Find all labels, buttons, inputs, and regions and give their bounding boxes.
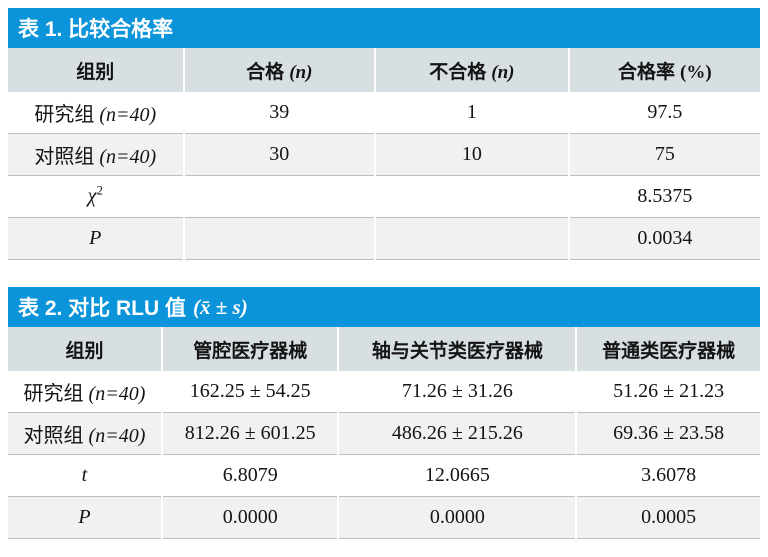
row-label-paren: (n=40)	[88, 425, 146, 447]
table2-title-bar: 表 2. 对比 RLU 值 (x̄ ± s)	[8, 287, 760, 327]
cell: 1	[376, 92, 568, 134]
table2-row-study-group: 研究组 (n=40) 162.25 ± 54.25 71.26 ± 31.26 5…	[8, 371, 760, 413]
table1-row-control-group: 对照组 (n=40) 30 10 75	[8, 134, 760, 176]
table2-title: 表 2. 对比 RLU 值	[18, 297, 187, 320]
row-label-paren: (n=40)	[88, 383, 146, 405]
header-label: 组别	[76, 61, 115, 83]
table1-header-row: 组别 合格 (n) 不合格 (n) 合格率 (%)	[8, 48, 760, 92]
table1-title: 表 1. 比较合格率	[18, 18, 174, 41]
cell: 30	[184, 134, 375, 176]
cell: 71.26 ± 31.26	[339, 371, 576, 413]
chi-exponent: 2	[96, 182, 103, 198]
table2: 组别 管腔医疗器械 轴与关节类医疗器械 普通类医疗器械 研究组 (n=40) 16…	[6, 327, 762, 539]
table2-row-control-group: 对照组 (n=40) 812.26 ± 601.25 486.26 ± 215.2…	[8, 413, 760, 455]
stat-label: P	[8, 218, 183, 260]
table1: 组别 合格 (n) 不合格 (n) 合格率 (%) 研究组 (n=40) 39 1 97…	[6, 48, 762, 260]
cell: 0.0000	[339, 497, 576, 539]
table2-col-header-general: 普通类医疗器械	[577, 327, 760, 371]
stat-label: χ2	[8, 176, 183, 218]
p-symbol: P	[78, 506, 91, 528]
cell: 8.5375	[569, 176, 760, 218]
header-paren: (n)	[289, 61, 313, 83]
cell: 97.5	[569, 92, 760, 134]
header-label: 普通类医疗器械	[602, 340, 736, 362]
table2-row-t-value: t 6.8079 12.0665 3.6078	[8, 455, 760, 497]
cell: 51.26 ± 21.23	[577, 371, 760, 413]
table1-row-study-group: 研究组 (n=40) 39 1 97.5	[8, 92, 760, 134]
table1-col-header-fail: 不合格 (n)	[376, 48, 568, 92]
table1-section: 表 1. 比较合格率 组别 合格 (n) 不合格 (n) 合格率 (%) 研究组 (n=…	[8, 8, 760, 260]
header-label: 不合格	[429, 61, 487, 83]
cell: 6.8079	[162, 455, 338, 497]
row-label: 研究组 (n=40)	[8, 92, 183, 134]
row-label-paren: (n=40)	[99, 104, 157, 126]
table2-title-math: (x̄ ± s)	[193, 294, 248, 319]
table1-col-header-pass: 合格 (n)	[184, 48, 375, 92]
table1-row-p-value: P 0.0034	[8, 218, 760, 260]
row-label: 对照组 (n=40)	[8, 413, 161, 455]
cell	[184, 218, 375, 260]
cell	[376, 176, 568, 218]
table1-title-bar: 表 1. 比较合格率	[8, 8, 760, 48]
row-label-paren: (n=40)	[99, 146, 157, 168]
header-label: 轴与关节类医疗器械	[371, 340, 543, 362]
cell: 10	[376, 134, 568, 176]
cell: 69.36 ± 23.58	[577, 413, 760, 455]
table2-section: 表 2. 对比 RLU 值 (x̄ ± s) 组别 管腔医疗器械 轴与关节类医疗…	[8, 287, 760, 539]
header-label: 合格率	[618, 61, 676, 83]
row-label: 对照组 (n=40)	[8, 134, 183, 176]
table2-row-p-value: P 0.0000 0.0000 0.0005	[8, 497, 760, 539]
header-paren: (%)	[680, 61, 712, 83]
row-label-text: 对照组	[34, 146, 95, 168]
cell: 486.26 ± 215.26	[339, 413, 576, 455]
cell: 39	[184, 92, 375, 134]
table2-col-header-lumen: 管腔医疗器械	[162, 327, 338, 371]
cell: 0.0000	[162, 497, 338, 539]
table2-col-header-group: 组别	[8, 327, 161, 371]
chi-symbol: χ	[87, 185, 97, 207]
row-label: 研究组 (n=40)	[8, 371, 161, 413]
cell: 75	[569, 134, 760, 176]
stat-label: P	[8, 497, 161, 539]
table1-row-chi-square: χ2 8.5375	[8, 176, 760, 218]
cell: 162.25 ± 54.25	[162, 371, 338, 413]
cell: 812.26 ± 601.25	[162, 413, 338, 455]
table2-header-row: 组别 管腔医疗器械 轴与关节类医疗器械 普通类医疗器械	[8, 327, 760, 371]
cell	[184, 176, 375, 218]
table1-col-header-rate: 合格率 (%)	[569, 48, 760, 92]
cell: 0.0034	[569, 218, 760, 260]
header-label: 合格	[246, 61, 285, 83]
header-label: 管腔医疗器械	[193, 340, 308, 362]
row-label-text: 研究组	[23, 383, 84, 405]
page: 表 1. 比较合格率 组别 合格 (n) 不合格 (n) 合格率 (%) 研究组 (n=…	[8, 8, 760, 539]
stat-label: t	[8, 455, 161, 497]
row-label-text: 研究组	[34, 104, 95, 126]
header-paren: (n)	[491, 61, 515, 83]
t-symbol: t	[81, 464, 88, 486]
table2-col-header-joint: 轴与关节类医疗器械	[339, 327, 576, 371]
cell	[376, 218, 568, 260]
cell: 0.0005	[577, 497, 760, 539]
table1-col-header-group: 组别	[8, 48, 183, 92]
cell: 3.6078	[577, 455, 760, 497]
p-symbol: P	[89, 227, 102, 249]
row-label-text: 对照组	[23, 425, 84, 447]
cell: 12.0665	[339, 455, 576, 497]
header-label: 组别	[65, 340, 104, 362]
